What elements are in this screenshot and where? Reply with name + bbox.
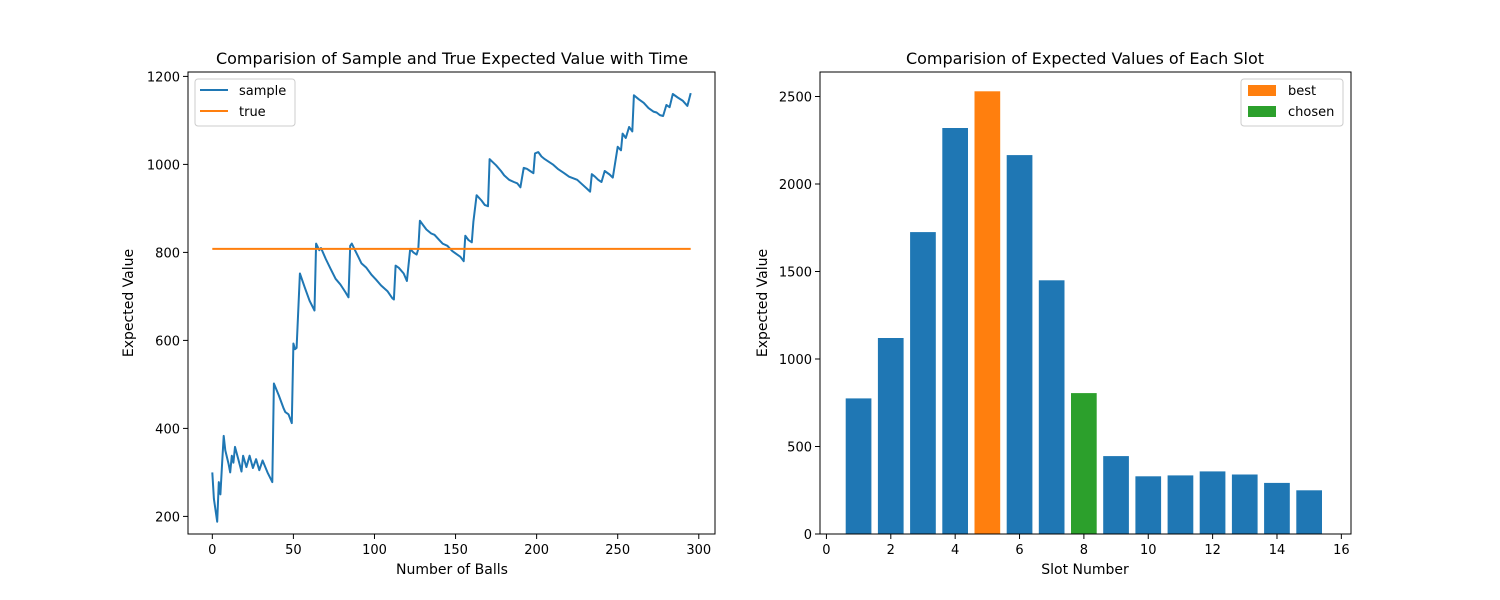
y-tick-label: 600 [155, 334, 180, 349]
y-tick-label: 800 [155, 246, 180, 261]
bar-chart-y-ticks: 0 500 1000 1500 2000 2500 [779, 91, 820, 543]
bar-chart-x-ticks: 0 2 4 6 8 10 12 14 16 [822, 534, 1350, 558]
bar-slot-1 [845, 398, 872, 534]
bar-slot-11 [1167, 475, 1194, 534]
x-tick-label: 14 [1269, 543, 1286, 558]
x-tick-label: 150 [443, 543, 468, 558]
y-tick-label: 1200 [147, 70, 180, 85]
y-tick-label: 2000 [779, 178, 812, 193]
bar-chart-frame [819, 71, 1352, 535]
bar-slot-3 [910, 232, 936, 534]
x-tick-label: 6 [1015, 543, 1023, 558]
line-chart-panel: Comparision of Sample and True Expected … [121, 49, 716, 578]
bar-slot-10 [1135, 476, 1162, 535]
series-line-sample [211, 92, 692, 523]
y-tick-label: 2500 [779, 91, 812, 106]
x-tick-label: 300 [686, 543, 711, 558]
x-tick-label: 250 [605, 543, 630, 558]
legend-best-swatch [1248, 85, 1276, 96]
y-tick-label: 400 [155, 422, 180, 437]
x-tick-label: 0 [208, 543, 216, 558]
x-tick-label: 100 [362, 543, 387, 558]
x-tick-label: 10 [1140, 543, 1157, 558]
bar-slot-4 [942, 128, 968, 534]
y-tick-label: 200 [155, 510, 180, 525]
x-tick-label: 8 [1080, 543, 1088, 558]
bar-slot-8 [1071, 393, 1097, 534]
legend-chosen-label: chosen [1288, 105, 1334, 120]
line-chart-x-axis-title: Number of Balls [396, 562, 508, 578]
y-tick-label: 500 [787, 441, 812, 456]
legend-chosen-swatch [1248, 106, 1276, 117]
bar-slot-5 [974, 91, 1001, 535]
y-tick-label: 1000 [147, 158, 180, 173]
bar-chart-title: Comparision of Expected Values of Each S… [906, 49, 1264, 68]
y-tick-label: 1500 [779, 266, 812, 281]
line-chart-frame [187, 71, 716, 535]
x-tick-label: 0 [822, 543, 830, 558]
line-chart-legend: sample true [194, 78, 296, 127]
line-chart-y-ticks: 200 400 600 800 1000 1200 [147, 70, 188, 525]
line-chart-y-axis-title: Expected Value [121, 249, 137, 357]
x-tick-label: 4 [951, 543, 959, 558]
bar-slot-12 [1199, 471, 1226, 534]
bar-chart-panel: Comparision of Expected Values of Each S… [755, 49, 1352, 578]
bar-chart-x-axis-title: Slot Number [1041, 562, 1129, 578]
legend-true-label: true [239, 105, 266, 120]
x-tick-label: 12 [1204, 543, 1221, 558]
bar-slot-7 [1038, 280, 1065, 535]
bar-slot-15 [1296, 490, 1322, 535]
bar-slot-14 [1264, 482, 1290, 534]
bar-slot-2 [877, 338, 904, 534]
line-chart-plot-area [211, 92, 692, 523]
x-tick-label: 50 [285, 543, 302, 558]
legend-best-label: best [1288, 84, 1316, 99]
x-tick-label: 200 [524, 543, 549, 558]
bar-chart-bars [845, 91, 1322, 535]
x-tick-label: 16 [1333, 543, 1350, 558]
bar-slot-13 [1231, 474, 1258, 534]
x-tick-label: 2 [887, 543, 895, 558]
line-chart-x-ticks: 0 50 100 150 200 250 300 [208, 534, 711, 558]
y-tick-label: 0 [804, 528, 812, 543]
bar-slot-9 [1103, 456, 1129, 534]
bar-chart-y-axis-title: Expected Value [755, 249, 771, 357]
bar-slot-6 [1006, 155, 1033, 534]
legend-sample-label: sample [239, 84, 286, 99]
line-chart-title: Comparision of Sample and True Expected … [216, 49, 688, 68]
bar-chart-legend: best chosen [1240, 78, 1344, 127]
y-tick-label: 1000 [779, 353, 812, 368]
